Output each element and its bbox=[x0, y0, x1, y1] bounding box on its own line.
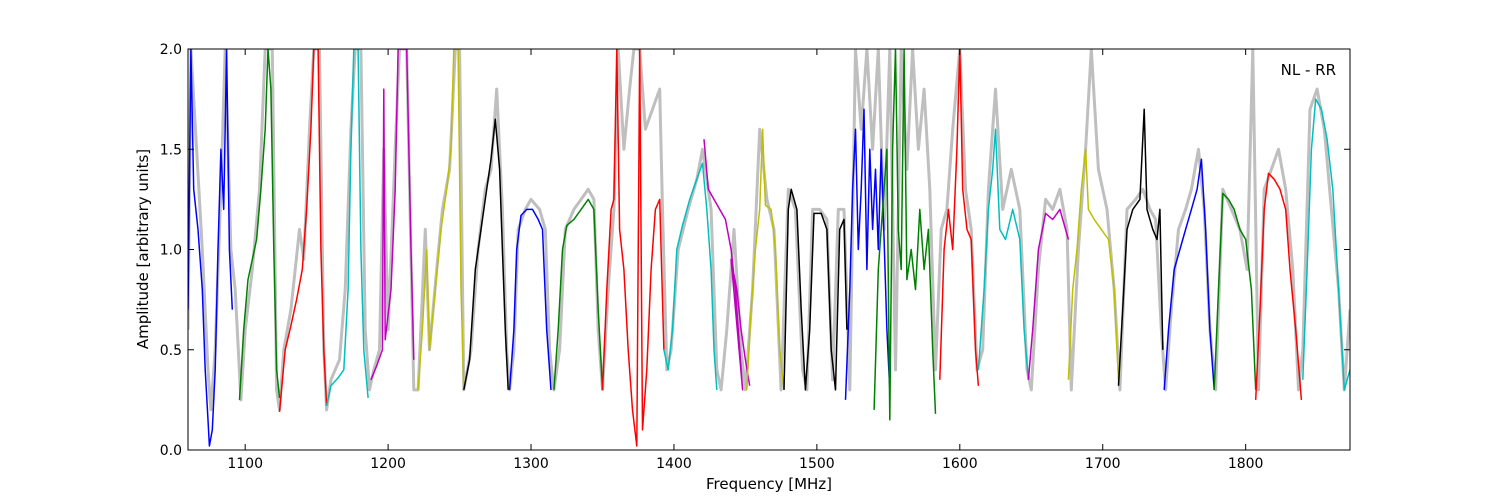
series-line-5 bbox=[370, 49, 415, 381]
series-line-19 bbox=[1027, 208, 1070, 380]
series-line-22 bbox=[1163, 158, 1215, 390]
series-line-3 bbox=[278, 49, 328, 412]
y-tick-label: 1.5 bbox=[160, 142, 182, 158]
x-tick-label: 1700 bbox=[1085, 456, 1121, 472]
series-line-4 bbox=[325, 49, 369, 407]
x-axis-label: Frequency [MHz] bbox=[706, 475, 832, 493]
series-line-1 bbox=[188, 49, 234, 447]
series-line-15 bbox=[844, 108, 891, 400]
x-tick-label: 1300 bbox=[513, 456, 549, 472]
series-line-8 bbox=[508, 208, 552, 390]
y-tick-label: 0.0 bbox=[160, 443, 182, 459]
series-line-9 bbox=[553, 198, 604, 390]
series-line-23 bbox=[1213, 192, 1257, 390]
y-tick-label: 2.0 bbox=[160, 42, 182, 58]
series-line-6 bbox=[417, 49, 465, 390]
series-line-24 bbox=[1254, 172, 1303, 400]
y-tick-label: 0.5 bbox=[160, 343, 182, 359]
x-tick-label: 1600 bbox=[942, 456, 978, 472]
x-tick-label: 1400 bbox=[656, 456, 692, 472]
x-tick-label: 1500 bbox=[799, 456, 835, 472]
series-line-14 bbox=[783, 188, 848, 391]
series-line-7 bbox=[463, 118, 509, 391]
series-line-17 bbox=[939, 49, 980, 386]
series-line-12 bbox=[703, 139, 751, 391]
series-line-10 bbox=[601, 49, 665, 447]
data-layer bbox=[188, 49, 1350, 447]
series-line-11 bbox=[663, 162, 718, 390]
series-line-21 bbox=[1117, 108, 1164, 386]
series-line-20 bbox=[1067, 148, 1120, 380]
y-tick-label: 1.0 bbox=[160, 243, 182, 259]
series-line-2 bbox=[238, 49, 281, 400]
y-axis-label: Amplitude [arbitrary units] bbox=[134, 149, 152, 349]
x-tick-label: 1200 bbox=[370, 456, 406, 472]
series-line-25 bbox=[1302, 98, 1350, 391]
x-tick-label: 1800 bbox=[1228, 456, 1264, 472]
annotation-text: NL - RR bbox=[1281, 61, 1336, 79]
series-line-13 bbox=[746, 128, 785, 390]
x-tick-label: 1100 bbox=[227, 456, 263, 472]
series-line-16 bbox=[873, 49, 937, 421]
series-line-18 bbox=[977, 128, 1030, 380]
tick-layer: 1100 1200 1300 1400 1500 1600 1700 1800 0.0 0.5 1.… bbox=[160, 42, 1350, 472]
